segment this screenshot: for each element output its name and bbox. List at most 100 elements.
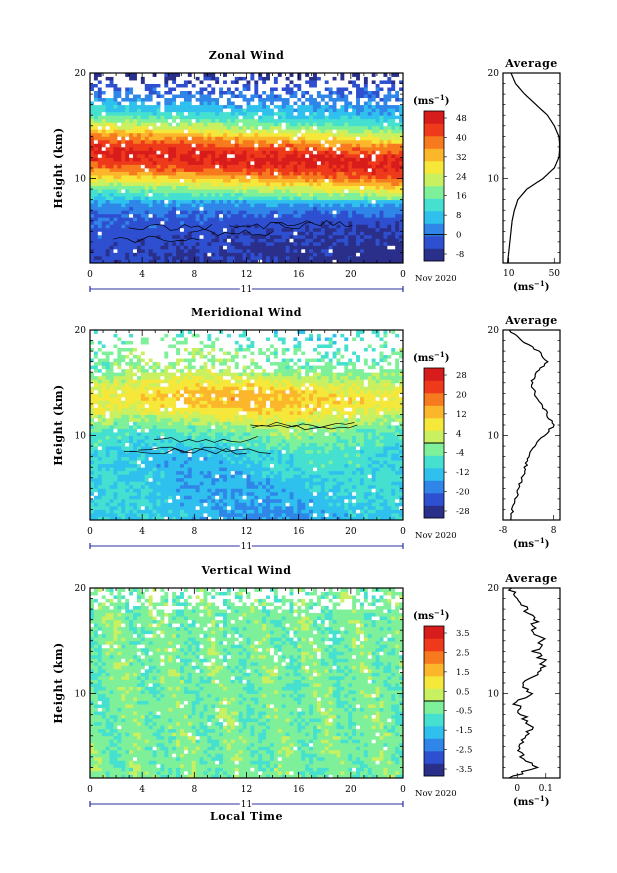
heatmap-cell: [121, 182, 126, 186]
heatmap-cell: [148, 192, 153, 197]
heatmap-cell: [179, 111, 185, 116]
heatmap-cell: [207, 146, 212, 151]
heatmap-cell: [105, 164, 110, 169]
heatmap-cell: [113, 217, 118, 222]
heatmap-cell: [168, 73, 173, 77]
heatmap-cell: [340, 199, 345, 204]
heatmap-cell: [375, 248, 380, 253]
heatmap-cell: [97, 143, 103, 148]
heatmap-cell: [242, 189, 247, 194]
heatmap-cell: [313, 160, 318, 165]
heatmap-cell: [344, 160, 349, 165]
heatmap-cell: [152, 108, 157, 113]
heatmap-cell: [301, 108, 306, 113]
heatmap-cell: [305, 259, 310, 264]
heatmap-cell: [164, 97, 169, 102]
heatmap-cell: [254, 210, 259, 215]
heatmap-cell: [305, 245, 310, 250]
heatmap-cell: [371, 132, 377, 137]
heatmap-cell: [148, 136, 153, 141]
heatmap-cell: [262, 516, 267, 521]
heatmap-cell: [313, 146, 318, 151]
heatmap-cell: [133, 189, 138, 194]
heatmap-cell: [234, 210, 240, 215]
heatmap-cell: [375, 125, 380, 130]
heatmap-cell: [219, 516, 224, 521]
heatmap-cell: [133, 104, 138, 109]
heatmap-cell: [90, 150, 95, 155]
heatmap-cell: [242, 143, 247, 148]
heatmap-cell: [117, 199, 122, 204]
heatmap-cell: [191, 104, 197, 109]
heatmap-cell: [125, 238, 130, 243]
heatmap-cell: [121, 234, 126, 239]
heatmap-cell: [226, 125, 232, 130]
heatmap-cell: [211, 516, 216, 521]
heatmap-cell: [93, 224, 99, 229]
heatmap-cell: [262, 509, 267, 514]
heatmap-cell: [266, 192, 271, 197]
heatmap-cell: [363, 129, 369, 134]
heatmap-cell: [356, 175, 361, 179]
heatmap-cell: [183, 210, 189, 215]
heatmap-cell: [348, 182, 353, 186]
heatmap-cell: [352, 122, 357, 127]
heatmap-cell: [320, 248, 326, 253]
heatmap-cell: [379, 192, 384, 197]
heatmap-cell: [348, 175, 353, 179]
heatmap-cell: [340, 502, 345, 507]
heatmap-cell: [144, 150, 150, 155]
heatmap-cell: [140, 171, 146, 176]
heatmap-cell: [316, 248, 322, 253]
heatmap-cell: [387, 516, 392, 521]
heatmap-cell: [172, 168, 177, 172]
heatmap-cell: [234, 192, 240, 197]
heatmap-cell: [223, 175, 228, 179]
heatmap-cell: [129, 259, 134, 264]
heatmap-cell: [179, 182, 185, 186]
heatmap-cell: [328, 101, 333, 106]
heatmap-cell: [183, 185, 189, 190]
colorbar-tick-label: 16: [456, 192, 467, 202]
heatmap-cell: [238, 189, 243, 194]
heatmap-cell: [336, 189, 341, 194]
heatmap-cell: [367, 206, 373, 211]
heatmap-cell: [183, 231, 189, 236]
heatmap-cell: [133, 111, 138, 116]
heatmap-cell: [121, 245, 126, 250]
heatmap-cell: [352, 164, 357, 169]
heatmap-cell: [176, 206, 181, 211]
heatmap-cell: [238, 248, 243, 253]
heatmap-cell: [250, 505, 255, 510]
heatmap-cell: [113, 210, 118, 215]
heatmap-cell: [164, 108, 169, 113]
heatmap-cell: [160, 241, 165, 246]
heatmap-cell: [148, 153, 153, 158]
heatmap-cell: [223, 111, 228, 116]
heatmap-cell: [207, 516, 212, 521]
heatmap-cell: [215, 185, 220, 190]
heatmap-cell: [109, 238, 114, 243]
heatmap-cell: [356, 153, 361, 158]
heatmap-cell: [356, 125, 361, 130]
heatmap-cell: [136, 220, 142, 225]
heatmap-cell: [250, 217, 255, 222]
heatmap-cell: [348, 234, 353, 239]
heatmap-cell: [203, 118, 208, 123]
heatmap-cell: [375, 132, 380, 137]
heatmap-cell: [246, 182, 251, 186]
heatmap-cell: [359, 220, 365, 225]
heatmap-cell: [152, 220, 157, 225]
heatmap-cell: [258, 259, 263, 264]
heatmap-cell: [215, 255, 220, 260]
heatmap-cell: [246, 125, 251, 130]
heatmap-cell: [391, 252, 396, 257]
heatmap-cell: [344, 217, 349, 222]
heatmap-cell: [226, 234, 232, 239]
heatmap-cell: [289, 210, 294, 215]
heatmap-cell: [148, 189, 153, 194]
heatmap-cell: [293, 255, 298, 260]
heatmap-cell: [332, 255, 337, 260]
heatmap-cell: [340, 241, 345, 246]
heatmap-cell: [328, 115, 333, 120]
